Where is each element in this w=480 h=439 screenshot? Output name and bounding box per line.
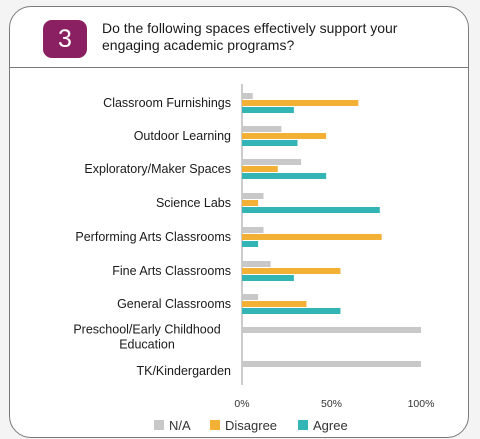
category-label: Performing Arts Classrooms	[75, 230, 231, 244]
x-tick-label: 100%	[408, 398, 435, 410]
bar-disagree	[242, 100, 359, 106]
x-tick-label: 50%	[321, 398, 342, 410]
bar-n-a	[242, 361, 421, 367]
bar-agree	[242, 107, 294, 113]
category-label: Preschool/Early Childhood	[73, 323, 220, 337]
bar-n-a	[242, 93, 253, 99]
bar-agree	[242, 241, 259, 247]
bar-disagree	[242, 234, 382, 240]
question-number-badge: 3	[43, 20, 87, 58]
x-tick-label: 0%	[234, 398, 249, 410]
survey-card: 3 Do the following spaces effectively su…	[9, 6, 469, 438]
bar-disagree	[242, 166, 278, 172]
bar-n-a	[242, 294, 259, 300]
legend-swatch	[154, 420, 164, 430]
question-text: Do the following spaces effectively supp…	[102, 20, 398, 53]
bar-n-a	[242, 159, 302, 165]
category-label: General Classrooms	[117, 297, 231, 311]
category-label: Science Labs	[156, 196, 231, 210]
legend-label: Agree	[313, 418, 348, 433]
legend-swatch	[210, 420, 220, 430]
question-header: 3 Do the following spaces effectively su…	[10, 7, 468, 68]
legend-swatch	[298, 420, 308, 430]
category-label: TK/Kindergarden	[136, 364, 231, 378]
bar-n-a	[242, 193, 264, 199]
category-label: Fine Arts Classrooms	[112, 264, 231, 278]
category-label: Classroom Furnishings	[103, 96, 231, 110]
category-label: Exploratory/Maker Spaces	[84, 162, 231, 176]
bar-disagree	[242, 301, 307, 307]
bar-agree	[242, 173, 327, 179]
bar-agree	[242, 207, 380, 213]
bar-n-a	[242, 327, 421, 333]
category-label: Outdoor Learning	[134, 129, 231, 143]
legend-label: N/A	[169, 418, 191, 433]
bar-agree	[242, 140, 298, 146]
bar-disagree	[242, 200, 259, 206]
bar-agree	[242, 308, 341, 314]
legend-label: Disagree	[225, 418, 277, 433]
bar-n-a	[242, 126, 282, 132]
bar-n-a	[242, 261, 271, 267]
bar-disagree	[242, 133, 327, 139]
bar-agree	[242, 275, 294, 281]
bar-disagree	[242, 268, 341, 274]
category-label: Education	[119, 338, 175, 352]
bar-n-a	[242, 227, 264, 233]
